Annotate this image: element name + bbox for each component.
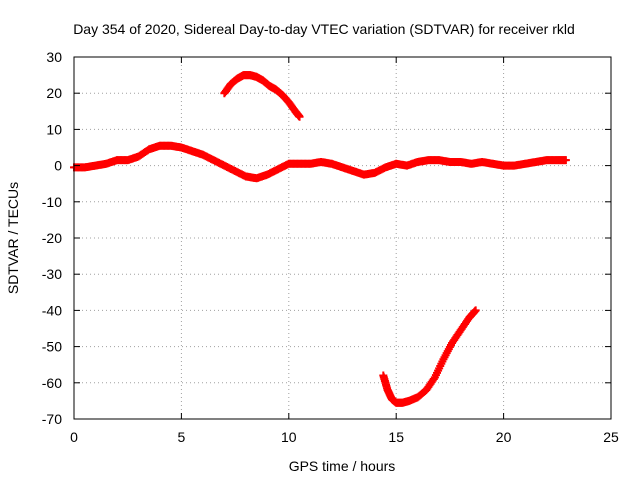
y-tick-label: -60 (42, 375, 62, 391)
series-main (70, 141, 570, 183)
y-tick-label: -40 (42, 302, 62, 318)
axis-tick-labels: 0 5 10 15 20 25 -70 -60 -50 -40 -30 -20 -10 0 10 20 30 (42, 49, 619, 445)
y-tick-label: 20 (46, 85, 62, 101)
y-axis-label: SDTVAR / TECUs (5, 182, 21, 294)
axis-ticks (73, 56, 612, 420)
chart-title: Day 354 of 2020, Sidereal Day-to-day VTE… (73, 21, 575, 37)
y-tick-label: -10 (42, 194, 62, 210)
y-tick-label: -50 (42, 339, 62, 355)
x-tick-label: 5 (178, 429, 186, 445)
x-tick-label: 15 (388, 429, 404, 445)
data-points (70, 71, 570, 407)
y-tick-label: -20 (42, 230, 62, 246)
x-tick-label: 10 (281, 429, 297, 445)
y-tick-label: 10 (46, 121, 62, 137)
y-tick-label: -70 (42, 411, 62, 427)
series-arc-low (379, 306, 480, 407)
y-tick-label: 30 (46, 49, 62, 65)
x-tick-label: 0 (70, 429, 78, 445)
data-point (295, 112, 304, 121)
y-tick-label: 0 (54, 158, 62, 174)
data-point (471, 306, 480, 315)
x-axis-label: GPS time / hours (289, 458, 396, 474)
x-tick-label: 20 (496, 429, 512, 445)
series-arc-high (220, 71, 304, 121)
data-point (561, 156, 570, 165)
x-tick-label: 25 (603, 429, 619, 445)
y-tick-label: -30 (42, 266, 62, 282)
grid-lines (74, 57, 611, 419)
